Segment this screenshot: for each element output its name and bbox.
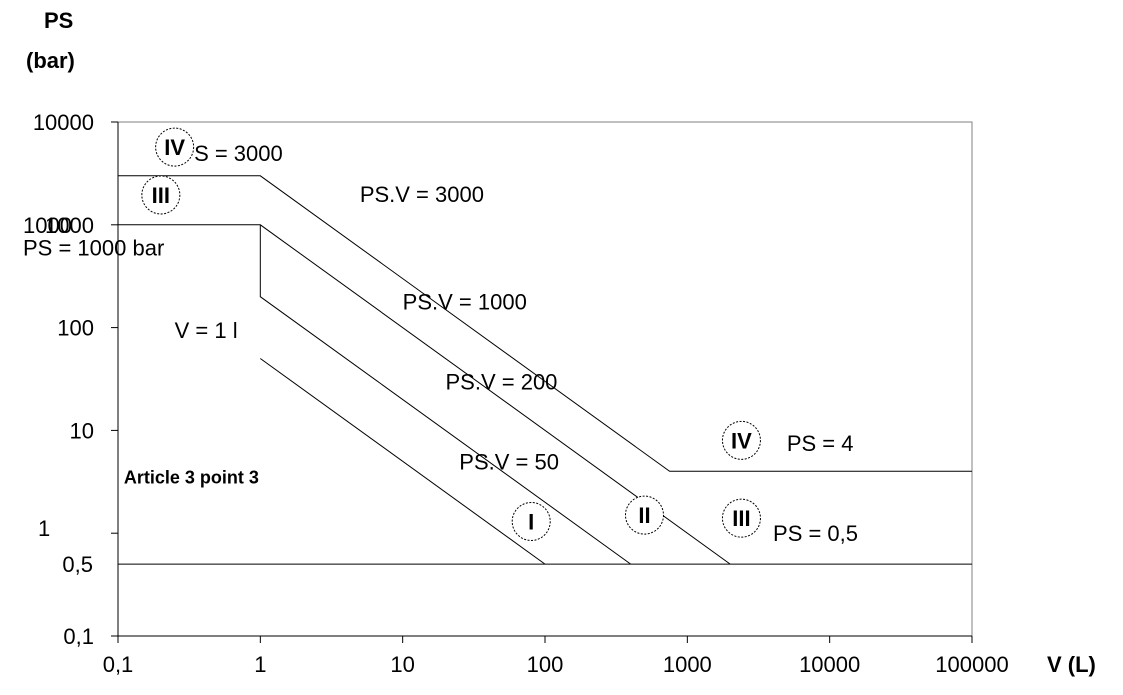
x-tick-label: 100	[527, 652, 564, 677]
category-badge: III	[721, 498, 761, 538]
category-badge-label: I	[528, 509, 534, 534]
region-label: Article 3 point 3	[124, 467, 259, 487]
y-tick-label: 1	[38, 516, 50, 541]
x-tick-label: 1	[254, 652, 266, 677]
annotation-label: PS.V = 3000	[360, 182, 484, 207]
y-tick-label: 10	[70, 418, 94, 443]
category-badge: IV	[155, 127, 195, 167]
category-badge: IV	[721, 420, 761, 460]
y-axis-title-line2: (bar)	[26, 48, 75, 73]
x-tick-label: 10000	[799, 652, 860, 677]
category-badge-ring	[721, 420, 761, 460]
x-tick-label: 100000	[935, 652, 1008, 677]
category-badge-label: III	[732, 506, 750, 531]
category-badge-ring	[511, 501, 551, 541]
annotation-label: PS = 4	[787, 431, 854, 456]
x-axis-title: V (L)	[1047, 652, 1096, 677]
x-tick-label: 0,1	[103, 652, 134, 677]
category-badge-ring	[141, 175, 181, 215]
category-badge-ring	[155, 127, 195, 167]
y-tick-label: 100	[57, 316, 94, 341]
annotation-label: PS = 1000 bar	[23, 236, 164, 261]
y-tick-label: 0,5	[62, 552, 93, 577]
category-badge-label: IV	[164, 135, 185, 160]
annotation-label: PS.V = 200	[446, 369, 558, 394]
category-badge: II	[624, 495, 664, 535]
x-tick-label: 10	[390, 652, 414, 677]
ticks-layer: 0,1 1 10 100 1000 10000 100000 0,1 0,5 1 10 100 1000…	[33, 110, 1009, 677]
y-tick-label: 0,1	[63, 624, 94, 649]
category-badge-ring	[624, 495, 664, 535]
x-tick-label: 1000	[663, 652, 712, 677]
category-badge: I	[511, 501, 551, 541]
annotation-label: 1000	[23, 213, 72, 238]
category-badge-label: III	[152, 183, 170, 208]
y-tick-label: 10000	[33, 110, 94, 135]
annotation-label: PS.V = 1000	[403, 289, 527, 314]
annotation-label: PS = 3000	[179, 141, 282, 166]
category-badge-ring	[721, 498, 761, 538]
boundary-line-3	[259, 224, 631, 565]
y-axis-title-line1: PS	[44, 8, 73, 33]
category-badge-label: IV	[731, 428, 752, 453]
category-badge: III	[141, 175, 181, 215]
category-badge-label: II	[638, 503, 650, 528]
annotation-label: PS.V = 50	[459, 449, 559, 474]
annotation-label: PS = 0,5	[773, 521, 858, 546]
annotation-label: V = 1 l	[175, 318, 238, 343]
boundary-line-1	[118, 175, 972, 472]
boundary-lines-layer	[118, 175, 972, 565]
boundary-line-4	[260, 358, 546, 565]
y-tick-label: 1000	[45, 213, 94, 238]
